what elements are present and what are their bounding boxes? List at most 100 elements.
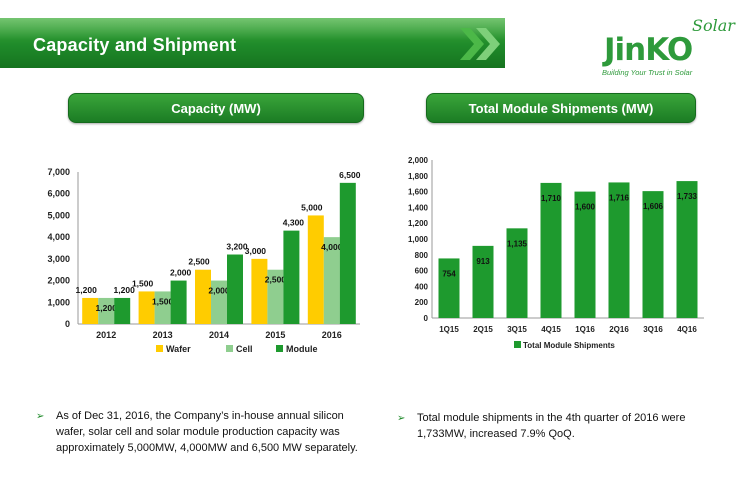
shipments-bullet-text: Total module shipments in the 4th quarte… (417, 412, 686, 440)
x-tick-label: 3Q15 (507, 325, 527, 334)
x-tick-label: 2012 (96, 330, 116, 340)
y-tick-label: 2,000 (408, 156, 429, 165)
data-label: 1,500 (152, 296, 174, 306)
y-tick-label: 2,000 (47, 276, 70, 286)
capacity-chart: 0 1,000 2,000 3,000 4,000 5,000 6,000 7,000 1,20… (47, 167, 361, 354)
x-tick-label: 2013 (153, 330, 173, 340)
header-band (0, 18, 505, 68)
bar-shipments-1Q15 (438, 258, 460, 318)
legend-swatch-wafer (156, 345, 163, 352)
page-title: Capacity and Shipment (33, 35, 237, 55)
bar-shipments-3Q15 (506, 228, 528, 318)
data-label: 1,710 (541, 194, 562, 203)
x-tick-label: 3Q16 (643, 325, 663, 334)
y-tick-label: 600 (415, 267, 429, 276)
legend-swatch-module (276, 345, 283, 352)
y-tick-label: 800 (415, 251, 429, 260)
data-label: 1,200 (114, 285, 136, 295)
company-logo: Solar JinKO Building Your Trust in Solar (596, 12, 736, 82)
data-label: 2,000 (170, 268, 192, 278)
logo-tagline: Building Your Trust in Solar (602, 68, 693, 77)
y-tick-label: 1,200 (408, 219, 429, 228)
bar-module-2015 (283, 230, 300, 324)
y-tick-label: 200 (415, 298, 429, 307)
legend-label-wafer: Wafer (166, 344, 191, 354)
capacity-bullet-text: As of Dec 31, 2016, the Company’s in-hou… (56, 410, 358, 454)
x-tick-label: 2Q16 (609, 325, 629, 334)
legend-label-cell: Cell (236, 344, 253, 354)
x-tick-label: 1Q16 (575, 325, 595, 334)
chevron-arrows-icon (460, 28, 500, 60)
data-label: 5,000 (301, 202, 323, 212)
data-label: 913 (476, 257, 490, 266)
data-label: 1,200 (76, 285, 98, 295)
y-tick-label: 1,400 (408, 203, 429, 212)
y-tick-label: 1,000 (408, 235, 429, 244)
data-label: 1,716 (609, 193, 630, 202)
bar-cell-2014 (211, 280, 227, 324)
x-tick-label: 4Q16 (677, 325, 697, 334)
data-label: 1,733 (677, 192, 698, 201)
y-tick-label: 1,000 (47, 297, 70, 307)
data-label: 6,500 (339, 170, 361, 180)
capacity-section-title: Capacity (MW) (68, 93, 364, 123)
header-shine (0, 18, 505, 40)
bar-cell-2013 (154, 291, 171, 324)
x-tick-label: 1Q15 (439, 325, 459, 334)
y-tick-label: 1,600 (408, 188, 429, 197)
legend-swatch-cell (226, 345, 233, 352)
bar-shipments-1Q16 (574, 191, 596, 318)
data-label: 3,000 (245, 246, 267, 256)
data-label: 4,000 (321, 242, 343, 252)
bar-shipments-4Q15 (540, 182, 562, 318)
data-label: 1,135 (507, 239, 528, 248)
y-tick-label: 400 (415, 282, 429, 291)
legend-swatch-shipments (514, 341, 521, 348)
data-label: 1,500 (132, 278, 154, 288)
bar-module-2012 (114, 297, 131, 324)
bar-module-2013 (170, 280, 187, 324)
y-tick-label: 6,000 (47, 189, 70, 199)
bar-shipments-4Q16 (676, 181, 698, 318)
bar-cell-2015 (267, 269, 284, 324)
legend-label-shipments: Total Module Shipments (523, 341, 615, 350)
bar-wafer-2012 (82, 297, 99, 324)
legend-label-module: Module (286, 344, 318, 354)
shipments-chart: 0 200 400 600 800 1,000 1,200 1,400 1,600 1,800 2,… (408, 156, 704, 350)
bar-shipments-2Q15 (472, 245, 494, 318)
x-tick-label: 2014 (209, 330, 229, 340)
x-tick-label: 4Q15 (541, 325, 561, 334)
x-tick-label: 2Q15 (473, 325, 493, 334)
y-tick-label: 5,000 (47, 210, 70, 220)
bar-wafer-2014 (195, 269, 211, 324)
data-label: 2,000 (208, 286, 230, 296)
data-label: 4,300 (283, 218, 305, 228)
bar-shipments-3Q16 (642, 191, 664, 318)
x-tick-label: 2015 (265, 330, 285, 340)
bullet-arrow-icon: ➢ (36, 411, 45, 422)
y-tick-label: 1,800 (408, 172, 429, 181)
data-label: 2,500 (188, 257, 210, 267)
capacity-bullet: ➢ As of Dec 31, 2016, the Company’s in-h… (36, 408, 366, 456)
x-tick-label: 2016 (322, 330, 342, 340)
data-label: 1,600 (575, 203, 596, 212)
data-label: 754 (442, 269, 456, 278)
logo-brand-text: JinKO (604, 32, 693, 68)
logo-solar-text: Solar (692, 16, 735, 35)
data-label: 2,500 (265, 275, 287, 285)
bar-module-2016 (339, 182, 356, 324)
bar-module-2014 (227, 254, 243, 324)
data-label: 3,200 (226, 242, 248, 252)
y-tick-label: 3,000 (47, 254, 70, 264)
data-label: 1,606 (643, 202, 664, 211)
y-tick-label: 7,000 (47, 167, 70, 177)
bar-cell-2012 (98, 297, 115, 324)
data-label: 1,200 (96, 303, 118, 313)
bar-wafer-2013 (138, 291, 155, 324)
bullet-arrow-icon: ➢ (397, 413, 406, 424)
shipments-bullet: ➢ Total module shipments in the 4th quar… (397, 410, 707, 442)
shipments-section-title: Total Module Shipments (MW) (426, 93, 696, 123)
bar-cell-2016 (323, 237, 340, 324)
bar-wafer-2016 (307, 215, 324, 324)
y-tick-label: 0 (424, 314, 429, 323)
